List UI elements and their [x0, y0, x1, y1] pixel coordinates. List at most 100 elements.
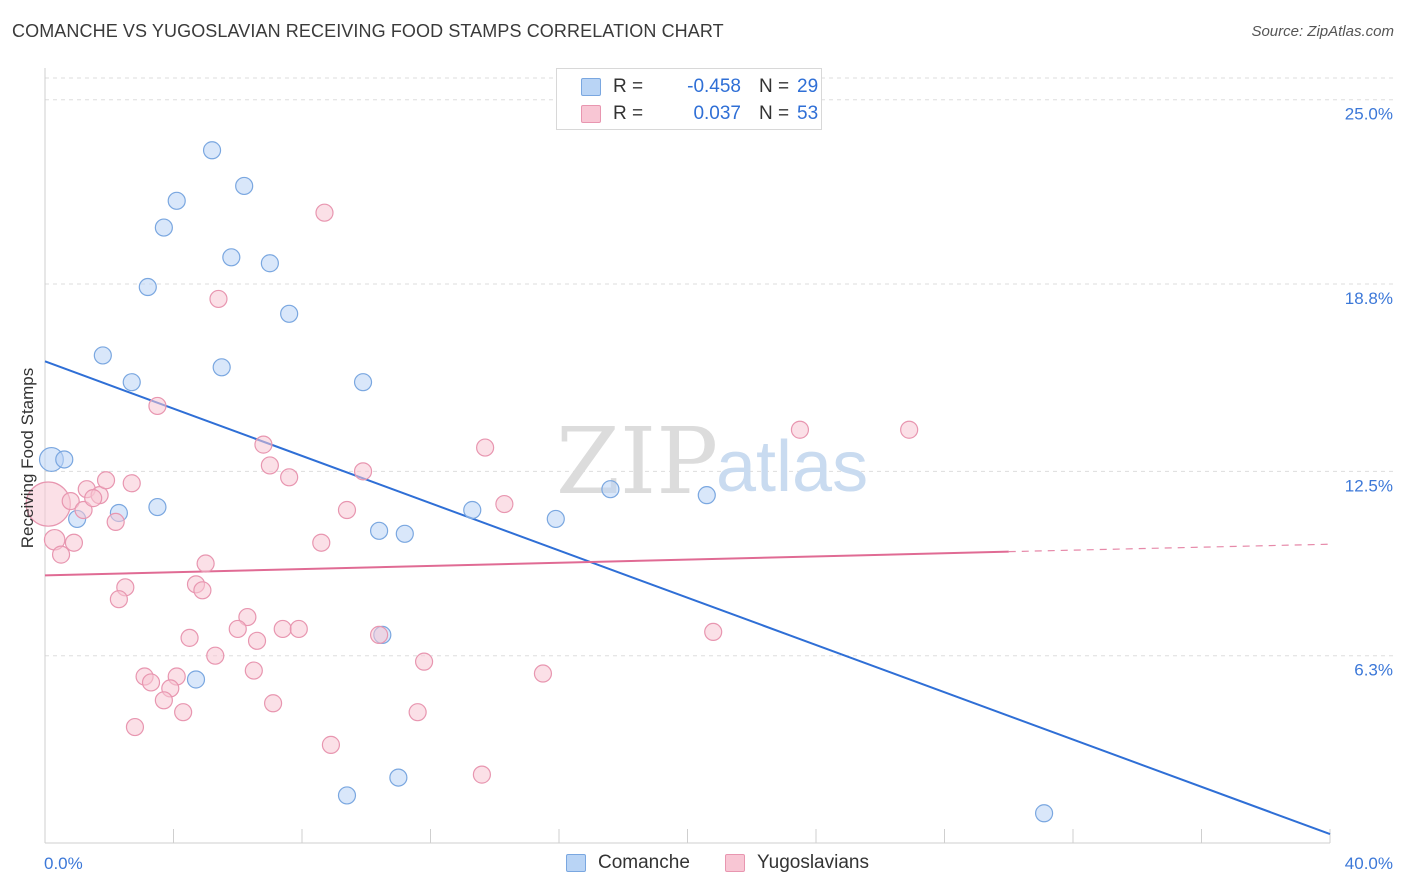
- n-key: N =: [759, 76, 790, 97]
- yugoslavians-point: [64, 533, 84, 552]
- comanche-point: [389, 768, 408, 787]
- comanche-point: [154, 218, 173, 237]
- yugoslavians-point: [704, 622, 723, 642]
- yugoslavians-trend-extension: [1008, 543, 1331, 553]
- yugoslavians-legend-swatch: [725, 854, 745, 872]
- comanche-point: [260, 254, 279, 273]
- yugoslavians-trend-line: [44, 550, 1009, 577]
- yugoslavians-point: [51, 545, 71, 564]
- yugoslavians-legend-label: Yugoslavians: [757, 852, 869, 873]
- comanche-point: [202, 141, 222, 160]
- yugoslavians-point: [247, 631, 267, 650]
- yugoslavians-point: [96, 471, 116, 490]
- y-tick-label: 12.5%: [1345, 476, 1393, 495]
- yugoslavians-point: [193, 581, 212, 600]
- yugoslavians-point: [280, 468, 299, 487]
- r-key: R =: [613, 76, 644, 97]
- yugoslavians-point: [209, 289, 228, 309]
- comanche-swatch: [581, 78, 601, 96]
- yugoslavians-swatch: [581, 105, 601, 123]
- chart-title: COMANCHE VS YUGOSLAVIAN RECEIVING FOOD S…: [12, 21, 724, 41]
- n-key: N =: [759, 103, 790, 124]
- yugoslavians-point: [900, 420, 919, 439]
- comanche-point: [337, 786, 357, 805]
- watermark-zip: ZIP: [556, 408, 718, 515]
- comanche-point: [212, 358, 231, 377]
- yugoslavians-point: [238, 607, 257, 627]
- yugoslavians-point: [289, 619, 308, 639]
- grid-layer: [45, 77, 1393, 657]
- comanche-point: [697, 486, 716, 505]
- comanche-point: [138, 277, 157, 297]
- points-layer: [25, 141, 1054, 823]
- y-axis-label: Receiving Food Stamps: [18, 367, 37, 549]
- comanche-point: [93, 346, 112, 365]
- comanche-point: [148, 497, 167, 517]
- yugoslavians-point: [315, 203, 334, 222]
- yugoslavians-point: [260, 456, 279, 475]
- yugoslavians-point: [61, 491, 80, 511]
- comanche-point: [463, 500, 482, 520]
- comanche-legend-swatch: [566, 854, 586, 872]
- watermark-atlas: atlas: [716, 427, 868, 507]
- comanche-point: [353, 373, 373, 392]
- yugoslavians-point: [408, 703, 427, 722]
- yugoslavians-point: [337, 500, 357, 520]
- yugoslavians-point: [174, 703, 193, 722]
- yugoslavians-point: [254, 435, 273, 454]
- comanche-legend-label: Comanche: [598, 852, 690, 873]
- yugoslavians-point: [141, 673, 161, 692]
- y-tick-label: 18.8%: [1345, 289, 1393, 308]
- n-value: 29: [797, 76, 819, 97]
- r-value: 0.037: [693, 103, 741, 124]
- yugoslavians-point: [106, 512, 125, 532]
- comanche-point: [122, 373, 141, 392]
- comanche-point: [395, 524, 414, 543]
- watermark: ZIP atlas: [556, 408, 868, 515]
- yugoslavians-point: [244, 661, 263, 680]
- yugoslavians-point: [148, 396, 167, 416]
- comanche-point: [186, 670, 206, 689]
- yugoslavians-point: [353, 462, 373, 481]
- yugoslavians-point: [312, 533, 331, 552]
- yugoslavians-point: [263, 694, 283, 713]
- yugoslavians-point: [180, 628, 199, 647]
- comanche-point: [55, 450, 74, 469]
- yugoslavians-point: [476, 438, 495, 457]
- yugoslavians-point: [533, 664, 553, 683]
- r-key: R =: [613, 103, 644, 124]
- yugoslavians-point: [206, 646, 225, 665]
- yugoslavians-point: [414, 652, 434, 671]
- yugoslavians-point: [321, 735, 341, 754]
- yugoslavians-point: [790, 420, 810, 439]
- yugoslavians-point: [125, 717, 145, 737]
- stats-legend: R = -0.458 N = 29 R = 0.037 N = 53: [556, 68, 822, 130]
- comanche-point: [546, 509, 565, 529]
- yugoslavians-point: [84, 489, 103, 508]
- comanche-point: [235, 176, 254, 196]
- yugoslavians-point: [495, 494, 514, 514]
- yugoslavians-point: [74, 500, 93, 520]
- yugoslavians-point: [472, 765, 491, 784]
- comanche-point: [222, 248, 241, 267]
- comanche-point: [601, 480, 620, 499]
- comanche-point: [370, 521, 389, 540]
- source-credit: Source: ZipAtlas.com: [1251, 23, 1394, 40]
- n-value: 53: [797, 103, 819, 124]
- r-value: -0.458: [687, 76, 741, 97]
- y-tick-label: 25.0%: [1345, 105, 1393, 124]
- yugoslavians-point: [154, 691, 173, 710]
- yugoslavians-point: [196, 554, 215, 573]
- yugoslavians-point: [109, 590, 128, 609]
- yugoslavians-point: [273, 619, 292, 639]
- yugoslavians-point: [228, 619, 247, 639]
- x-tick-label: 40.0%: [1345, 854, 1393, 873]
- comanche-point: [1034, 804, 1054, 823]
- comanche-point: [167, 191, 186, 210]
- x-tick-label: 0.0%: [44, 854, 83, 873]
- y-tick-label: 6.3%: [1354, 661, 1393, 680]
- yugoslavians-point: [122, 474, 141, 493]
- yugoslavians-point: [370, 625, 389, 644]
- comanche-point: [280, 304, 299, 323]
